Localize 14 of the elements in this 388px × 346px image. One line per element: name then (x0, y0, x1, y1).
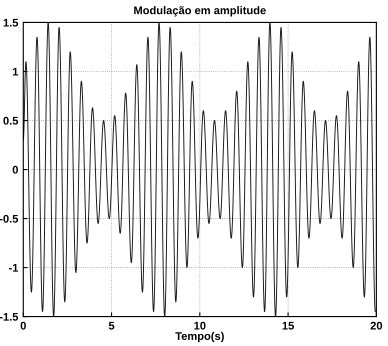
y-tick-label: -1.5 (0, 312, 18, 321)
y-tick-label: 0 (12, 166, 18, 174)
y-tick-label: 1 (12, 68, 18, 76)
x-tick-label: 0 (20, 322, 26, 330)
y-tick-label: 1.5 (4, 18, 18, 27)
x-tick-label: 15 (282, 322, 294, 330)
y-tick-label: -1 (8, 264, 18, 272)
y-tick-label: 0.5 (3, 116, 18, 125)
chart-title: Modulação em amplitude (134, 6, 266, 16)
x-tick-label: 5 (108, 322, 114, 330)
x-axis-title: Tempo(s) (175, 332, 224, 342)
y-tick-label: -0.5 (0, 214, 18, 223)
x-tick-label: 20 (370, 322, 382, 330)
x-tick-label: 10 (194, 322, 206, 330)
